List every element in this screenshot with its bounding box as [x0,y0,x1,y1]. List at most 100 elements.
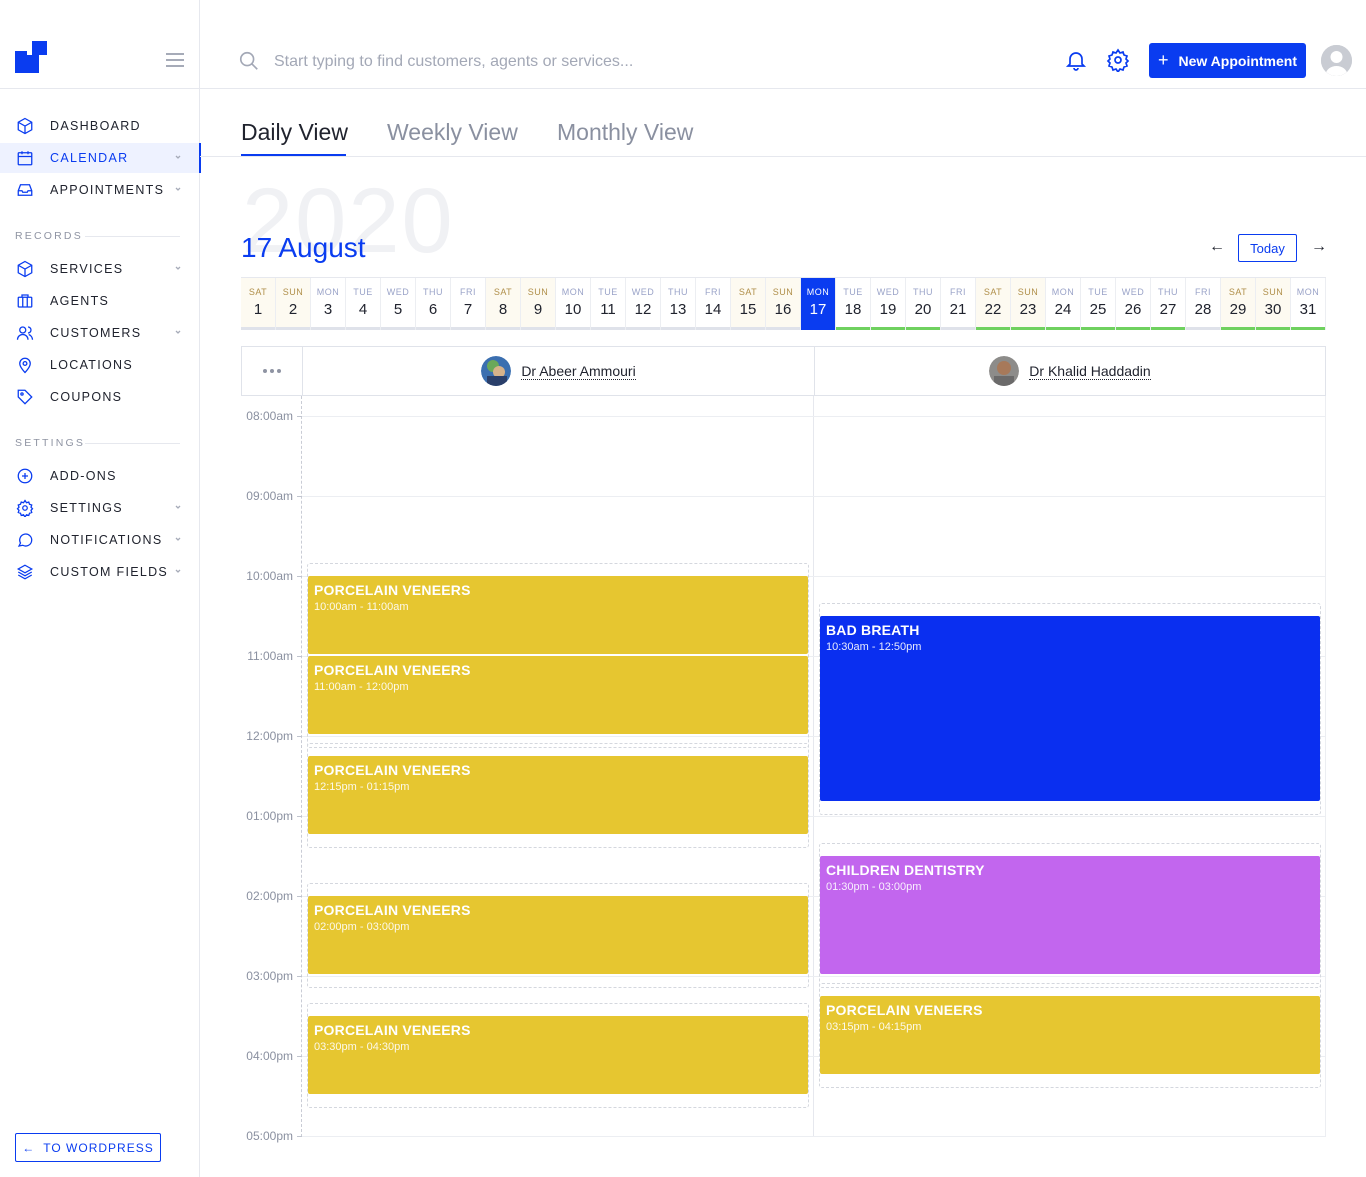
day-cell[interactable]: SAT 15 [731,278,766,330]
availability-bar [1151,327,1185,330]
appointment-block[interactable]: PORCELAIN VENEERS 03:30pm - 04:30pm [308,1016,808,1094]
next-day-arrow-icon[interactable]: → [1311,238,1327,255]
calendar-icon [17,151,33,166]
day-of-week: THU [1158,287,1178,297]
user-avatar[interactable] [1321,45,1352,76]
day-cell[interactable]: SUN 16 [766,278,801,330]
day-cell[interactable]: SAT 8 [486,278,521,330]
tab-weekly-view[interactable]: Weekly View [387,119,518,145]
appointment-time: 03:30pm - 04:30pm [314,1041,410,1053]
day-cell[interactable]: WED 12 [626,278,661,330]
day-cell[interactable]: THU 6 [416,278,451,330]
day-cell[interactable]: SUN 23 [1011,278,1046,330]
agent-name-link[interactable]: Dr Khalid Haddadin [1029,362,1151,380]
to-wordpress-button[interactable]: ← TO WORDPRESS [15,1133,161,1162]
sidebar-item-agents[interactable]: AGENTS [0,286,200,316]
agent-name-link[interactable]: Dr Abeer Ammouri [521,362,636,380]
day-cell[interactable]: MON 10 [556,278,591,330]
day-cell[interactable]: WED 26 [1116,278,1151,330]
appointment-time: 03:15pm - 04:15pm [826,1021,922,1033]
sidebar-item-appointments[interactable]: APPOINTMENTS [0,175,200,205]
chevron-down-icon [175,505,181,509]
day-cell[interactable]: TUE 4 [346,278,381,330]
plus-circle-icon [17,468,33,484]
sidebar-item-locations[interactable]: LOCATIONS [0,350,200,380]
sidebar-item-coupons[interactable]: COUPONS [0,382,200,412]
time-axis [301,396,302,1137]
chevron-down-icon [175,330,181,334]
gear-icon[interactable] [1106,48,1130,72]
day-cell[interactable]: MON 3 [311,278,346,330]
appointment-block[interactable]: CHILDREN DENTISTRY 01:30pm - 03:00pm [820,856,1320,974]
day-cell[interactable]: SAT 22 [976,278,1011,330]
year-watermark: 2020 [242,170,455,272]
hour-line [302,576,1326,577]
sidebar-item-addons[interactable]: ADD-ONS [0,461,200,491]
day-cell[interactable]: THU 13 [661,278,696,330]
day-cell[interactable]: MON 24 [1046,278,1081,330]
tab-daily-view[interactable]: Daily View [241,119,348,145]
day-cell[interactable]: FRI 7 [451,278,486,330]
sidebar-item-calendar[interactable]: CALENDAR [0,143,201,173]
today-button[interactable]: Today [1238,234,1297,262]
day-cell[interactable]: SUN 2 [276,278,311,330]
menu-toggle-icon[interactable] [166,53,184,67]
section-divider [85,236,180,237]
appointment-block[interactable]: PORCELAIN VENEERS 11:00am - 12:00pm [308,656,808,734]
day-cell[interactable]: WED 19 [871,278,906,330]
day-of-week: THU [913,287,933,297]
previous-day-arrow-icon[interactable]: ← [1209,238,1225,255]
sidebar-item-customers[interactable]: CUSTOMERS [0,318,200,348]
appointment-block[interactable]: BAD BREATH 10:30am - 12:50pm [820,616,1320,801]
day-cell[interactable]: SUN 30 [1256,278,1291,330]
hour-tick [297,896,305,897]
more-options-icon[interactable] [242,347,303,395]
sidebar-item-dashboard[interactable]: DASHBOARD [0,111,200,141]
bell-icon[interactable] [1064,48,1088,72]
availability-bar [766,327,800,330]
sidebar-item-label: AGENTS [50,294,110,308]
appointment-block[interactable]: PORCELAIN VENEERS 12:15pm - 01:15pm [308,756,808,834]
availability-bar [416,327,450,330]
day-number: 6 [428,301,438,318]
appointment-block[interactable]: PORCELAIN VENEERS 02:00pm - 03:00pm [308,896,808,974]
day-number: 22 [984,301,1002,318]
search-input[interactable] [274,49,874,75]
sidebar-item-custom-fields[interactable]: CUSTOM FIELDS [0,557,200,587]
arrow-left-icon: ← [22,1140,36,1155]
sidebar-item-settings[interactable]: SETTINGS [0,493,200,523]
day-cell[interactable]: FRI 28 [1186,278,1221,330]
day-cell[interactable]: FRI 21 [941,278,976,330]
appointment-title: PORCELAIN VENEERS [314,762,471,778]
day-cell[interactable]: MON 31 [1291,278,1326,330]
day-cell[interactable]: MON 17 [801,278,836,330]
hour-line [302,976,1326,977]
day-cell[interactable]: SUN 9 [521,278,556,330]
day-cell[interactable]: THU 27 [1151,278,1186,330]
app-logo[interactable] [15,41,49,73]
day-number: 24 [1054,301,1072,318]
day-cell[interactable]: TUE 18 [836,278,871,330]
day-cell[interactable]: TUE 11 [591,278,626,330]
day-cell[interactable]: TUE 25 [1081,278,1116,330]
day-cell[interactable]: FRI 14 [696,278,731,330]
day-strip: SAT 1 SUN 2 MON 3 TUE 4 WED 5 THU 6 FRI 7 SAT 8 SUN 9 MON 1… [241,277,1326,330]
day-cell[interactable]: SAT 29 [1221,278,1256,330]
day-cell[interactable]: THU 20 [906,278,941,330]
buffer-slot [307,883,809,988]
sidebar-item-notifications[interactable]: NOTIFICATIONS [0,525,200,555]
appointment-block[interactable]: PORCELAIN VENEERS 10:00am - 11:00am [308,576,808,654]
sidebar-item-label: CUSTOMERS [50,326,142,340]
day-cell[interactable]: SAT 1 [241,278,276,330]
sidebar-item-label: DASHBOARD [50,119,141,133]
calendar-header: Dr Abeer Ammouri Dr Khalid Haddadin [241,346,1326,396]
user-avatar-icon [1321,45,1352,76]
hour-tick [297,576,305,577]
new-appointment-button[interactable]: + New Appointment [1149,43,1306,78]
day-cell[interactable]: WED 5 [381,278,416,330]
availability-bar [1116,327,1150,330]
appointment-block[interactable]: PORCELAIN VENEERS 03:15pm - 04:15pm [820,996,1320,1074]
day-of-week: THU [668,287,688,297]
tab-monthly-view[interactable]: Monthly View [557,119,694,145]
sidebar-item-services[interactable]: SERVICES [0,254,200,284]
